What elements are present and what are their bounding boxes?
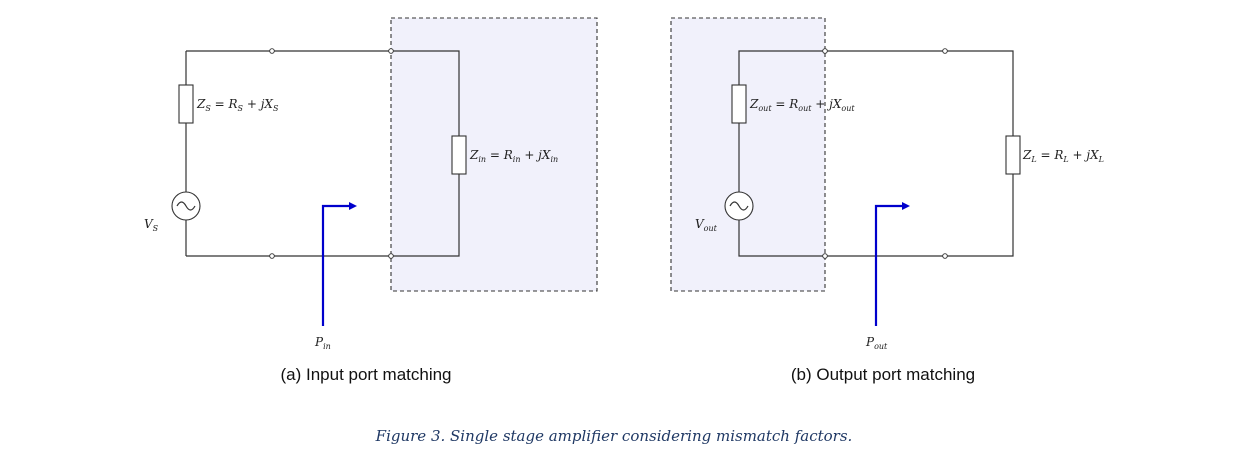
output-matching-boundary bbox=[670, 17, 826, 292]
vs-label: VS bbox=[144, 217, 159, 233]
zs-label: ZS = RS + jXS bbox=[196, 97, 279, 113]
pout-arrow bbox=[874, 204, 904, 326]
node-a-1 bbox=[269, 48, 275, 54]
node-a-4 bbox=[388, 253, 394, 259]
output-matching-region bbox=[671, 18, 825, 291]
zout-resistor bbox=[731, 84, 747, 124]
bottom-wire-a bbox=[186, 174, 460, 257]
sine-icon-b bbox=[729, 201, 749, 211]
pin-arrowhead bbox=[349, 202, 357, 210]
zin-label: Zin = Rin + jXin bbox=[469, 148, 558, 164]
pout-arrowhead bbox=[902, 202, 910, 210]
zout-label: Zout = Rout + jXout bbox=[749, 97, 855, 113]
vout-label: Vout bbox=[695, 217, 718, 233]
sine-icon-a bbox=[176, 201, 196, 211]
node-b-4 bbox=[942, 253, 948, 259]
diagram-input-port: ZS = RS + jXS Zin = Rin + jXin VS Pin (a… bbox=[144, 17, 598, 384]
zin-resistor bbox=[451, 135, 467, 175]
node-b-1 bbox=[822, 48, 828, 54]
node-a-2 bbox=[388, 48, 394, 54]
caption-a: (a) Input port matching bbox=[280, 365, 451, 384]
top-wire-a bbox=[186, 50, 460, 136]
diagram-output-port: Zout = Rout + jXout ZL = RL + jXL Vout P… bbox=[670, 17, 1104, 384]
zs-resistor bbox=[178, 84, 194, 124]
pin-arrow bbox=[321, 204, 351, 326]
figure-caption: Figure 3. Single stage amplifier conside… bbox=[375, 427, 853, 445]
node-b-3 bbox=[822, 253, 828, 259]
node-b-2 bbox=[942, 48, 948, 54]
input-matching-boundary bbox=[390, 17, 598, 292]
pin-label: Pin bbox=[314, 335, 331, 351]
pout-label: Pout bbox=[865, 335, 888, 351]
input-matching-region bbox=[391, 18, 597, 291]
zl-label: ZL = RL + jXL bbox=[1022, 148, 1104, 164]
node-a-3 bbox=[269, 253, 275, 259]
top-wire-b bbox=[738, 50, 1014, 136]
zl-resistor bbox=[1005, 135, 1021, 175]
caption-b: (b) Output port matching bbox=[791, 365, 975, 384]
